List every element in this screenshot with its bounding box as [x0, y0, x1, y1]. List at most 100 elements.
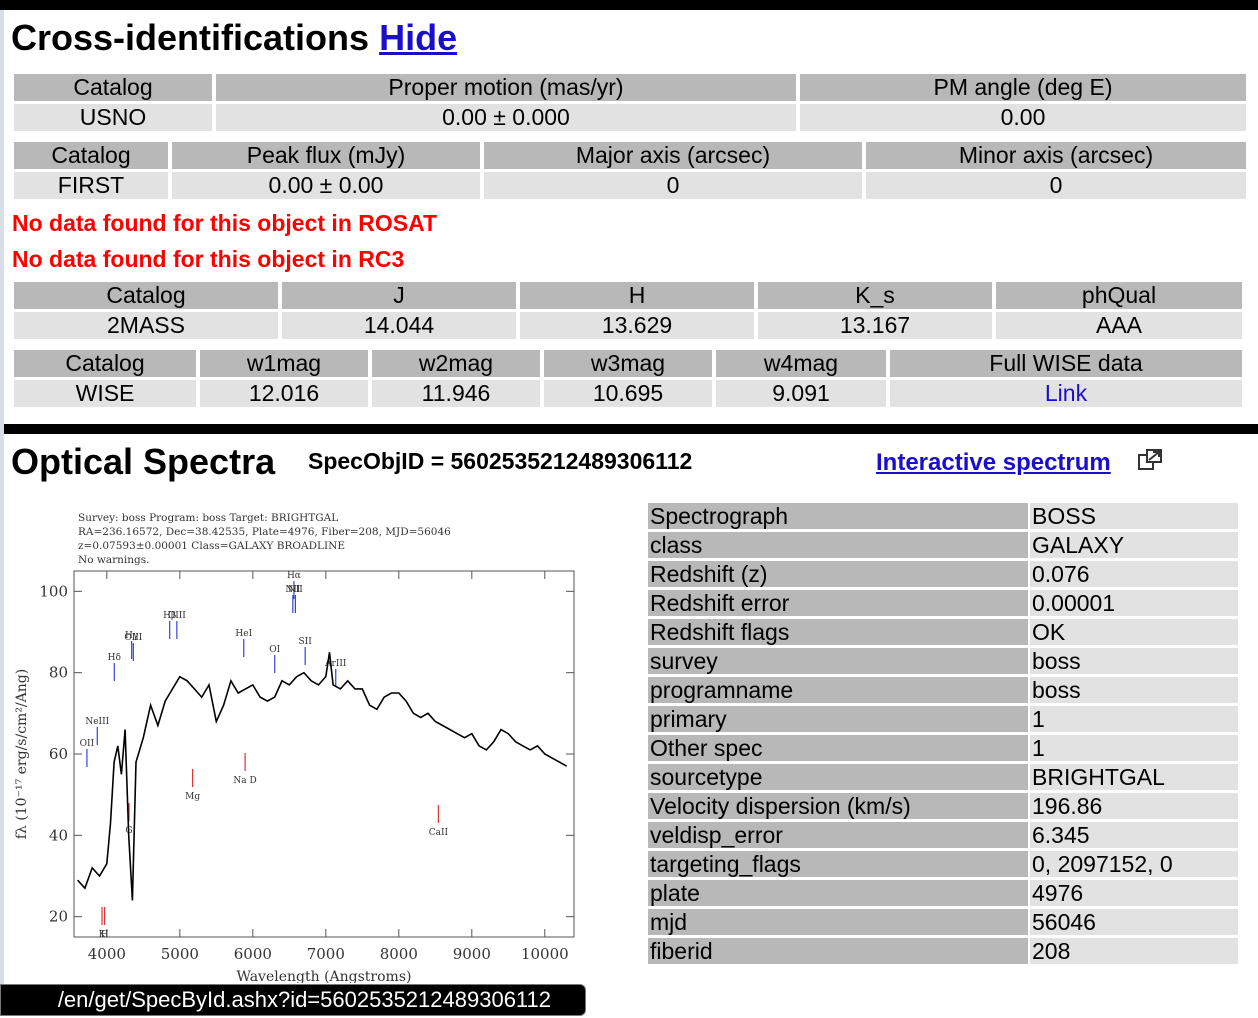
absorption-line-label: Na D	[233, 776, 256, 786]
table-header: Peak flux (mJy)	[172, 142, 480, 169]
table-row: targeting_flags 0, 2097152, 0	[648, 851, 1238, 877]
absorption-line-label: H	[101, 930, 109, 940]
emission-line-label: Hα	[287, 571, 301, 581]
y-tick-label: 100	[39, 582, 68, 600]
table-row: Redshift (z) 0.076	[648, 561, 1238, 587]
table-row: Other spec 1	[648, 735, 1238, 761]
table-cell: WISE	[14, 380, 196, 407]
property-name: class	[648, 532, 1028, 558]
table-row: fiberid 208	[648, 938, 1238, 964]
table-cell: 14.044	[282, 312, 516, 339]
property-name: Redshift (z)	[648, 561, 1028, 587]
property-name: primary	[648, 706, 1028, 732]
emission-line-label: OI	[269, 645, 280, 655]
x-axis-label: Wavelength (Angstroms)	[237, 969, 412, 983]
property-value: boss	[1030, 648, 1238, 674]
table-header: Catalog	[14, 282, 278, 309]
table-cell: 9.091	[716, 380, 886, 407]
property-name: sourcetype	[648, 764, 1028, 790]
property-name: mjd	[648, 909, 1028, 935]
table-cell: 0.00 ± 0.000	[216, 104, 796, 131]
interactive-spectrum-link[interactable]: Interactive spectrum	[876, 449, 1111, 476]
table-header: w2mag	[372, 350, 540, 377]
property-name: Spectrograph	[648, 503, 1028, 529]
table-header: phQual	[996, 282, 1242, 309]
table-row: Redshift error 0.00001	[648, 590, 1238, 616]
status-bar-url: /en/get/SpecById.ashx?id=560253521248930…	[0, 984, 586, 1016]
x-tick-label: 6000	[234, 945, 272, 963]
table-header: w3mag	[544, 350, 712, 377]
spectrum-plot[interactable]: Survey: boss Program: boss Target: BRIGH…	[8, 503, 590, 983]
property-value: 0, 2097152, 0	[1030, 851, 1238, 877]
table-cell: 0.00	[800, 104, 1246, 131]
specobjid-label: SpecObjID = 5602535212489306112	[308, 448, 693, 474]
table-header: Proper motion (mas/yr)	[216, 74, 796, 101]
property-value: 1	[1030, 735, 1238, 761]
x-tick-label: 10000	[521, 945, 569, 963]
absorption-line-label: Mg	[185, 792, 200, 802]
full-wise-data-link[interactable]: Link	[1044, 380, 1088, 406]
emission-line-label: SII	[299, 637, 313, 647]
twomass-table: Catalog J H K_s phQual 2MASS 14.044 13.6…	[10, 279, 1246, 342]
crossid-title: Cross-identifications	[11, 17, 370, 58]
property-value: 196.86	[1030, 793, 1238, 819]
emission-line-label: NII	[285, 585, 300, 595]
x-tick-label: 9000	[453, 945, 491, 963]
hide-link[interactable]: Hide	[379, 17, 458, 58]
property-value: 56046	[1030, 909, 1238, 935]
emission-line-label: HeI	[235, 629, 252, 639]
property-value: 6.345	[1030, 822, 1238, 848]
x-tick-label: 8000	[380, 945, 418, 963]
property-value: 208	[1030, 938, 1238, 964]
property-value: 0.00001	[1030, 590, 1238, 616]
table-row: plate 4976	[648, 880, 1238, 906]
table-header: Catalog	[14, 350, 196, 377]
property-name: survey	[648, 648, 1028, 674]
property-value: GALAXY	[1030, 532, 1238, 558]
table-cell: 11.946	[372, 380, 540, 407]
property-value: 1	[1030, 706, 1238, 732]
plot-header-line: RA=236.16572, Dec=38.42535, Plate=4976, …	[78, 526, 451, 538]
section-divider	[4, 424, 1258, 434]
y-axis-label: fλ (10⁻¹⁷ erg/s/cm²/Ang)	[14, 669, 30, 839]
external-link-icon[interactable]	[1138, 449, 1162, 471]
x-tick-label: 4000	[88, 945, 126, 963]
property-value: OK	[1030, 619, 1238, 645]
table-header: PM angle (deg E)	[800, 74, 1246, 101]
table-cell: 0.00 ± 0.00	[172, 172, 480, 199]
table-cell: 13.167	[758, 312, 992, 339]
property-value: BRIGHTGAL	[1030, 764, 1238, 790]
property-value: 0.076	[1030, 561, 1238, 587]
table-header: w4mag	[716, 350, 886, 377]
property-name: veldisp_error	[648, 822, 1028, 848]
table-row: class GALAXY	[648, 532, 1238, 558]
top-border	[0, 0, 1258, 10]
table-cell: FIRST	[14, 172, 168, 199]
property-name: Other spec	[648, 735, 1028, 761]
spectrum-series-line	[77, 652, 568, 901]
table-header: J	[282, 282, 516, 309]
table-row: survey boss	[648, 648, 1238, 674]
table-row: Spectrograph BOSS	[648, 503, 1238, 529]
table-cell: 2MASS	[14, 312, 278, 339]
y-tick-label: 60	[49, 745, 68, 763]
table-row: Redshift flags OK	[648, 619, 1238, 645]
y-tick-label: 40	[49, 826, 68, 844]
status-url-text: /en/get/SpecById.ashx?id=560253521248930…	[57, 987, 551, 1012]
first-table: Catalog Peak flux (mJy) Major axis (arcs…	[10, 139, 1250, 202]
table-cell: 0	[866, 172, 1246, 199]
optical-spectra-heading: Optical Spectra	[11, 441, 276, 482]
table-row: veldisp_error 6.345	[648, 822, 1238, 848]
property-value: 4976	[1030, 880, 1238, 906]
emission-line-label: OIII	[168, 611, 186, 621]
plot-header-line: Survey: boss Program: boss Target: BRIGH…	[78, 512, 338, 524]
table-header: Catalog	[14, 142, 168, 169]
left-edge	[0, 10, 4, 1018]
usno-table: Catalog Proper motion (mas/yr) PM angle …	[10, 71, 1250, 134]
absorption-line-label: CaII	[429, 828, 449, 838]
table-row: sourcetype BRIGHTGAL	[648, 764, 1238, 790]
crossid-heading: Cross-identifications Hide	[11, 16, 457, 60]
table-row: programname boss	[648, 677, 1238, 703]
emission-line-label: OII	[80, 739, 95, 749]
property-name: Redshift flags	[648, 619, 1028, 645]
